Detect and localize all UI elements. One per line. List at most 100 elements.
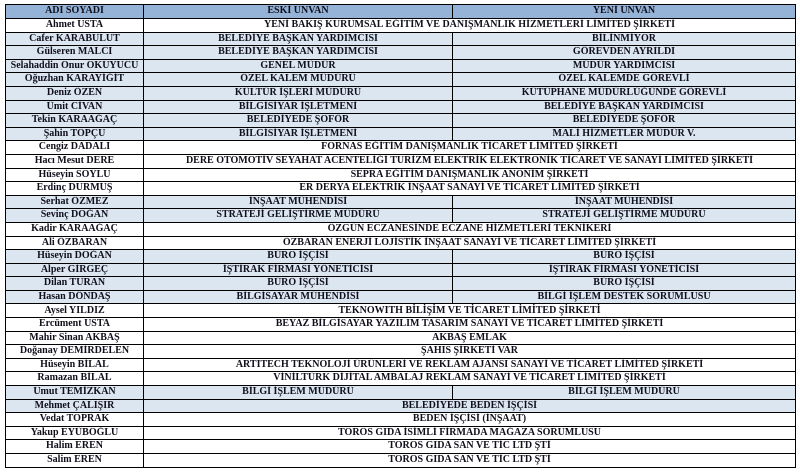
person-name-cell: Cengiz DADALI	[5, 140, 144, 155]
table-row: Sevinç DOĞAN STRATEJİ GELİŞTİRME MÜDÜRÜ ST…	[5, 208, 796, 223]
merged-title-cell: ARTITECH TEKNOLOJİ ÜRÜNLERİ VE REKLAM AJ…	[143, 357, 796, 373]
old-title-cell: STRATEJİ GELİŞTİRME MÜDÜRÜ	[143, 208, 453, 223]
person-name-cell: Ahmet USTA	[5, 18, 144, 33]
table-row: Doğanay DEMİRDELEN ŞAHIS ŞİRKETİ VAR	[5, 344, 796, 359]
merged-title-cell: ÖZGÜN ECZANESİNDE ECZANE HİZMETLERİ TEKN…	[143, 221, 796, 237]
table-row: Ahmet USTA YENİ BAKIŞ KURUMSAL EĞİTİM VE …	[5, 18, 796, 33]
table-row: Aysel YILDIZ TEKNOWITH BİLİŞİM VE TİCARET…	[5, 303, 796, 319]
new-title-cell: BELEDİYEDE ŞOFÖR	[452, 113, 796, 128]
old-title-cell: İNŞAAT MÜHENDİSİ	[143, 194, 453, 210]
column-header-name: ADI SOYADI	[5, 4, 144, 19]
table-row: Tekin KARAAĞAÇ BELEDİYEDE ŞOFÖR BELEDİYEDE…	[5, 113, 796, 128]
table-row: Dilan TURAN BÜRO İŞÇİSİ BÜRO İŞÇİSİ	[5, 276, 796, 291]
old-title-cell: BİLGİSİYAR İŞLETMENİ	[143, 126, 453, 142]
table-row: Oğuzhan KARAYİĞİT ÖZEL KALEM MÜDÜRÜ ÖZEL K…	[5, 72, 796, 87]
merged-title-cell: TOROS GIDA SAN VE TİC LTD ŞTİ	[143, 439, 796, 454]
table-row: Mehmet ÇALIŞIR BELEDİYEDE BEDEN İŞÇİSİ	[5, 398, 796, 414]
merged-title-cell: TOROS GIDA İSİMLİ FİRMADA MAĞAZA SORUMLU…	[143, 425, 796, 441]
table-row: Umut TEMİZKAN BİLGİ İŞLEM MÜDÜRÜ BİLGİ İŞL…	[5, 385, 796, 400]
new-title-cell: MÜDÜR YARDIMCISI	[452, 58, 796, 74]
merged-title-cell: ÖZBARAN ENERJİ LOJİSTİK İNŞAAT SANAYİ VE…	[143, 235, 796, 251]
new-title-cell: BİLGİ İŞLEM DESTEK SORUMLUSU	[452, 289, 796, 305]
new-title-cell: ÖZEL KALEMDE GÖREVLİ	[452, 72, 796, 87]
person-name-cell: Hacı Mesut DERE	[5, 153, 144, 169]
person-name-cell: Hüseyin SOYLU	[5, 167, 144, 183]
person-name-cell: Ramazan BİLAL	[5, 371, 144, 387]
old-title-cell: BELEDİYEDE ŞOFÖR	[143, 113, 453, 128]
person-name-cell: Hüseyin BİLAL	[5, 357, 144, 373]
new-title-cell: BÜRO İŞÇİSİ	[452, 276, 796, 291]
old-title-cell: BİLGİ İŞLEM MÜDÜRÜ	[143, 385, 453, 400]
table-row: Kadir KARAAĞAÇ ÖZGÜN ECZANESİNDE ECZANE H…	[5, 221, 796, 237]
merged-title-cell: TEKNOWITH BİLİŞİM VE TİCARET LİMİTED ŞİR…	[143, 303, 796, 319]
person-name-cell: Erdinç DURMUŞ	[5, 181, 144, 196]
merged-title-cell: ŞAHIS ŞİRKETİ VAR	[143, 344, 796, 359]
person-name-cell: Ercüment USTA	[5, 317, 144, 332]
person-name-cell: Ümit CİVAN	[5, 99, 144, 115]
table-row: Deniz ÖZEN KÜLTÜR İŞLERİ MÜDÜRÜ KÜTÜPHANE …	[5, 85, 796, 101]
merged-title-cell: DERE OTOMOTİV SEYAHAT ACENTELİĞİ TURİZM …	[143, 153, 796, 169]
table-row: Cafer KARABULUT BELEDİYE BAŞKAN YARDIMCIS…	[5, 31, 796, 47]
old-title-cell: BELEDİYE BAŞKAN YARDIMCISI	[143, 31, 453, 47]
table-row: Ramazan BİLAL VİNİLTÜRK DİJİTAL AMBALAJ R…	[5, 371, 796, 387]
person-name-cell: Gülseren MALCI	[5, 45, 144, 60]
old-title-cell: GENEL MÜDÜR	[143, 58, 453, 74]
person-name-cell: Halim EREN	[5, 439, 144, 454]
person-name-cell: Umut TEMİZKAN	[5, 385, 144, 400]
person-name-cell: Alper GİRGEÇ	[5, 262, 144, 278]
column-header-old-title: ESKİ UNVAN	[143, 4, 453, 19]
table-row: Selahaddin Onur OKUYUCU GENEL MÜDÜR MÜDÜR …	[5, 58, 796, 74]
person-name-cell: Vedat TOPRAK	[5, 412, 144, 427]
person-name-cell: Mahir Sinan AKBAŞ	[5, 330, 144, 346]
merged-title-cell: AKBAŞ EMLAK	[143, 330, 796, 346]
merged-title-cell: BELEDİYEDE BEDEN İŞÇİSİ	[143, 398, 796, 414]
table-row: Yakup EYÜBOĞLU TOROS GIDA İSİMLİ FİRMADA …	[5, 425, 796, 441]
old-title-cell: BİLGİSİYAR İŞLETMENİ	[143, 99, 453, 115]
person-name-cell: Hasan DÖNDAŞ	[5, 289, 144, 305]
person-name-cell: Hüseyin DOĞAN	[5, 249, 144, 264]
person-name-cell: Kadir KARAAĞAÇ	[5, 221, 144, 237]
person-name-cell: Şahin TOPÇU	[5, 126, 144, 142]
table-row: Alper GİRGEÇ İŞTİRAK FİRMASI YÖNETİCİSİ İŞ…	[5, 262, 796, 278]
merged-title-cell: BEYAZ BİLGİSAYAR YAZILIM TASARIM SANAYİ …	[143, 317, 796, 332]
table-row: Vedat TOPRAK BEDEN İŞÇİSİ (İNŞAAT)	[5, 412, 796, 427]
old-title-cell: BİLGİSAYAR MÜHENDİSİ	[143, 289, 453, 305]
table-row: Erdinç DURMUŞ ER DERYA ELEKTRİK İNŞAAT SA…	[5, 181, 796, 196]
person-name-cell: Serhat ÖZMEZ	[5, 194, 144, 210]
new-title-cell: KÜTÜPHANE MÜDÜRLÜĞÜNDE GÖREVLİ	[452, 85, 796, 101]
person-name-cell: Aysel YILDIZ	[5, 303, 144, 319]
new-title-cell: BİLİNMİYOR	[452, 31, 796, 47]
old-title-cell: BÜRO İŞÇİSİ	[143, 276, 453, 291]
table-row: Mahir Sinan AKBAŞ AKBAŞ EMLAK	[5, 330, 796, 346]
new-title-cell: İŞTİRAK FİRMASI YÖNETİCİSİ	[452, 262, 796, 278]
person-name-cell: Deniz ÖZEN	[5, 85, 144, 101]
table-row: Ali ÖZBARAN ÖZBARAN ENERJİ LOJİSTİK İNŞAA…	[5, 235, 796, 251]
table-row: Serhat ÖZMEZ İNŞAAT MÜHENDİSİ İNŞAAT MÜHEN…	[5, 194, 796, 210]
person-name-cell: Cafer KARABULUT	[5, 31, 144, 47]
old-title-cell: İŞTİRAK FİRMASI YÖNETİCİSİ	[143, 262, 453, 278]
person-name-cell: Salim EREN	[5, 453, 144, 468]
merged-title-cell: VİNİLTÜRK DİJİTAL AMBALAJ REKLAM SANAYİ …	[143, 371, 796, 387]
merged-title-cell: FORNAS EĞİTİM DANIŞMANLIK TİCARET LİMİTE…	[143, 140, 796, 155]
new-title-cell: BÜRO İŞÇİSİ	[452, 249, 796, 264]
table-row: Gülseren MALCI BELEDİYE BAŞKAN YARDIMCISI…	[5, 45, 796, 60]
new-title-cell: STRATEJİ GELİŞTİRME MÜDÜRÜ	[452, 208, 796, 223]
new-title-cell: İNŞAAT MÜHENDİSİ	[452, 194, 796, 210]
table-row: Salim EREN TOROS GIDA SAN VE TİC LTD ŞTİ	[5, 453, 796, 468]
person-name-cell: Sevinç DOĞAN	[5, 208, 144, 223]
new-title-cell: MALİ HİZMETLER MÜDÜR V.	[452, 126, 796, 142]
table-row: Ümit CİVAN BİLGİSİYAR İŞLETMENİ BELEDİYE B…	[5, 99, 796, 115]
merged-title-cell: BEDEN İŞÇİSİ (İNŞAAT)	[143, 412, 796, 427]
table-row: Hüseyin DOĞAN BÜRO İŞÇİSİ BÜRO İŞÇİSİ	[5, 249, 796, 264]
table-header: ADI SOYADI ESKİ UNVAN YENİ UNVAN	[5, 4, 796, 19]
merged-title-cell: ER DERYA ELEKTRİK İNŞAAT SANAYİ VE TİCAR…	[143, 181, 796, 196]
person-name-cell: Tekin KARAAĞAÇ	[5, 113, 144, 128]
new-title-cell: BELEDİYE BAŞKAN YARDIMCISI	[452, 99, 796, 115]
old-title-cell: KÜLTÜR İŞLERİ MÜDÜRÜ	[143, 85, 453, 101]
person-name-cell: Yakup EYÜBOĞLU	[5, 425, 144, 441]
merged-title-cell: TOROS GIDA SAN VE TİC LTD ŞTİ	[143, 453, 796, 468]
table-row: Hüseyin BİLAL ARTITECH TEKNOLOJİ ÜRÜNLERİ…	[5, 357, 796, 373]
title-change-table: ADI SOYADI ESKİ UNVAN YENİ UNVAN Ahmet U…	[5, 4, 796, 468]
person-name-cell: Dilan TURAN	[5, 276, 144, 291]
